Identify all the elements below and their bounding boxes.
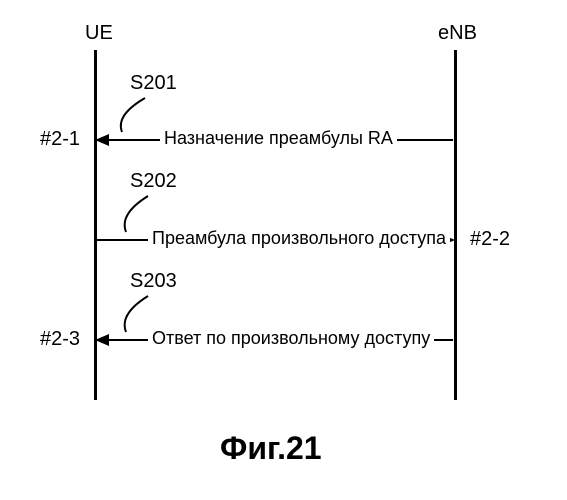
message-arrowhead-0 (95, 134, 109, 146)
message-text-2: Ответ по произвольному доступу (148, 328, 434, 349)
message-side-label-1: #2-2 (470, 228, 510, 251)
message-side-label-0: #2-1 (40, 128, 80, 151)
message-arrowhead-2 (95, 334, 109, 346)
message-side-label-2: #2-3 (40, 328, 80, 351)
message-text-1: Преамбула произвольного доступа (148, 228, 450, 249)
message-text-0: Назначение преамбулы RA (160, 128, 397, 149)
figure-caption: Фиг.21 (220, 430, 322, 467)
